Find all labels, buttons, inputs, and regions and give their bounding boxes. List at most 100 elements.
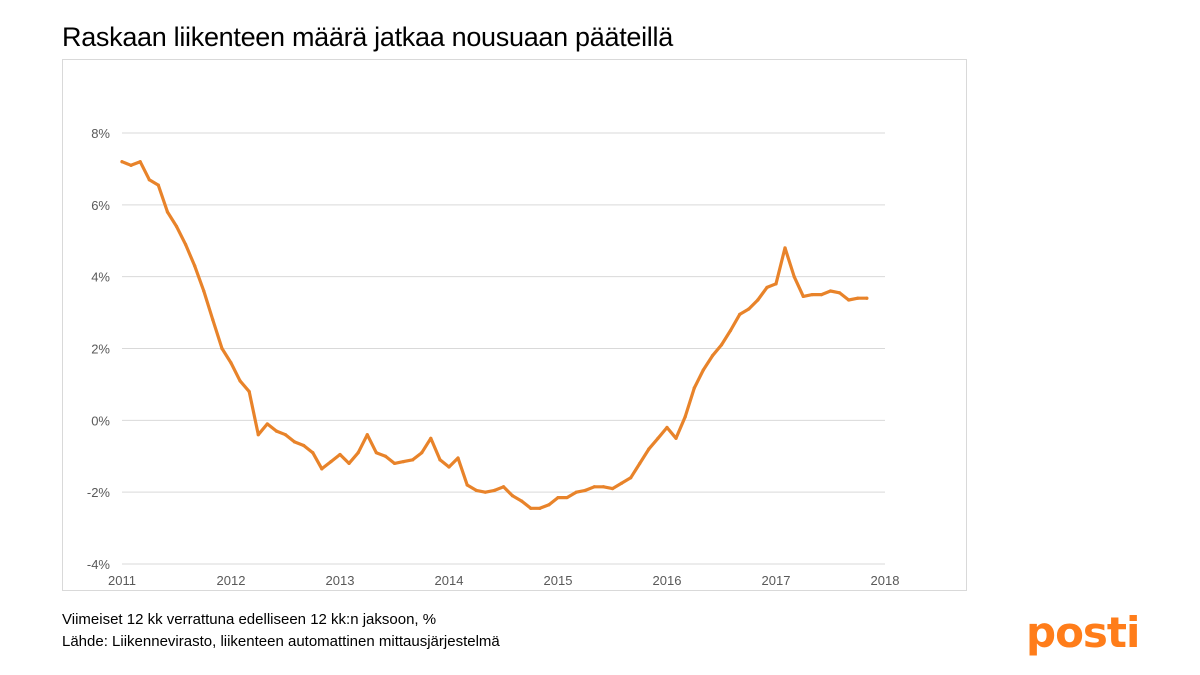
data-point — [601, 485, 606, 489]
x-tick-label: 2012 — [217, 573, 246, 588]
data-point — [238, 379, 242, 383]
x-tick-label: 2014 — [435, 573, 464, 588]
data-point — [738, 312, 742, 316]
series-line-0 — [120, 160, 869, 510]
data-point — [665, 425, 669, 430]
data-point — [447, 465, 451, 469]
data-point — [837, 291, 842, 295]
data-point — [465, 483, 469, 487]
data-point — [501, 485, 506, 489]
data-point — [847, 298, 851, 302]
data-point — [292, 440, 297, 444]
y-tick-label: 4% — [91, 270, 110, 285]
data-point — [801, 294, 805, 299]
y-tick-label: -2% — [87, 485, 111, 500]
x-tick-label: 2011 — [108, 573, 136, 588]
data-point — [229, 361, 233, 365]
data-point — [311, 451, 315, 455]
data-point — [401, 460, 406, 464]
data-point — [129, 163, 133, 167]
line-chart: -4% -2% 0% 2% 4% 6% 8% 2011 2012 2013 2014 2015 2016… — [87, 126, 900, 588]
data-point — [701, 368, 705, 372]
data-point — [429, 436, 433, 440]
data-point — [538, 506, 542, 510]
data-point — [656, 436, 660, 440]
data-point — [510, 494, 515, 498]
data-point — [383, 454, 388, 458]
data-point — [647, 447, 651, 451]
data-point — [547, 503, 551, 507]
y-tick-label: 2% — [91, 342, 110, 357]
data-point — [120, 160, 124, 164]
data-point — [520, 499, 524, 503]
y-tick-label: 0% — [91, 413, 110, 428]
data-point — [156, 183, 160, 187]
data-point — [865, 296, 869, 300]
data-point — [456, 456, 460, 460]
x-tick-label: 2013 — [326, 573, 355, 588]
chart-note: Viimeiset 12 kk verrattuna edelliseen 12… — [62, 611, 437, 628]
data-point — [320, 467, 324, 471]
data-point — [583, 488, 587, 492]
data-point — [565, 495, 569, 500]
data-point — [719, 343, 724, 347]
data-point — [392, 461, 397, 466]
data-point — [193, 264, 197, 268]
data-point — [556, 495, 560, 500]
data-point — [529, 506, 533, 510]
data-point — [756, 298, 760, 302]
data-point — [638, 461, 642, 466]
data-point — [365, 433, 369, 437]
y-tick-label: 6% — [91, 198, 110, 213]
data-point — [165, 210, 170, 214]
data-point — [474, 488, 478, 492]
data-point — [202, 289, 206, 293]
data-point — [819, 293, 824, 297]
data-point — [247, 390, 251, 394]
x-tick-label: 2016 — [653, 573, 682, 588]
y-tick-label: 8% — [91, 126, 110, 141]
data-point — [174, 224, 179, 228]
data-point — [774, 282, 778, 286]
data-point — [492, 488, 497, 492]
data-point — [256, 433, 260, 437]
data-point — [356, 451, 360, 455]
y-tick-label: -4% — [87, 557, 111, 572]
data-point — [692, 386, 696, 390]
data-point — [710, 354, 715, 358]
data-point — [283, 433, 288, 437]
data-point — [747, 307, 751, 311]
data-point — [338, 452, 342, 457]
chart-title: Raskaan liikenteen määrä jatkaa nousuaan… — [62, 22, 673, 52]
data-point — [828, 289, 833, 293]
data-point — [438, 458, 442, 462]
data-point — [810, 293, 814, 297]
data-point — [211, 318, 215, 322]
data-point — [592, 485, 596, 489]
data-point — [420, 451, 424, 455]
data-point — [374, 451, 378, 455]
data-point — [265, 422, 269, 426]
data-point — [147, 178, 151, 182]
data-point — [783, 246, 787, 250]
data-point — [856, 296, 860, 300]
data-point — [683, 415, 687, 419]
data-point — [728, 328, 733, 333]
data-point — [302, 443, 306, 448]
data-point — [792, 275, 796, 279]
data-point — [483, 490, 487, 494]
data-point — [574, 490, 578, 494]
data-point — [329, 460, 333, 464]
data-point — [183, 242, 188, 246]
chart-area: -4% -2% 0% 2% 4% 6% 8% 2011 2012 2013 2014 2015 2016… — [62, 59, 967, 591]
x-tick-label: 2018 — [871, 573, 900, 588]
data-point — [674, 436, 678, 440]
data-point — [610, 486, 615, 491]
data-point — [411, 458, 415, 462]
data-point — [619, 481, 624, 485]
x-tick-label: 2015 — [544, 573, 573, 588]
chart-source: Lähde: Liikennevirasto, liikenteen autom… — [62, 633, 500, 650]
data-point — [220, 346, 224, 351]
data-point — [347, 461, 351, 466]
x-tick-label: 2017 — [762, 573, 791, 588]
